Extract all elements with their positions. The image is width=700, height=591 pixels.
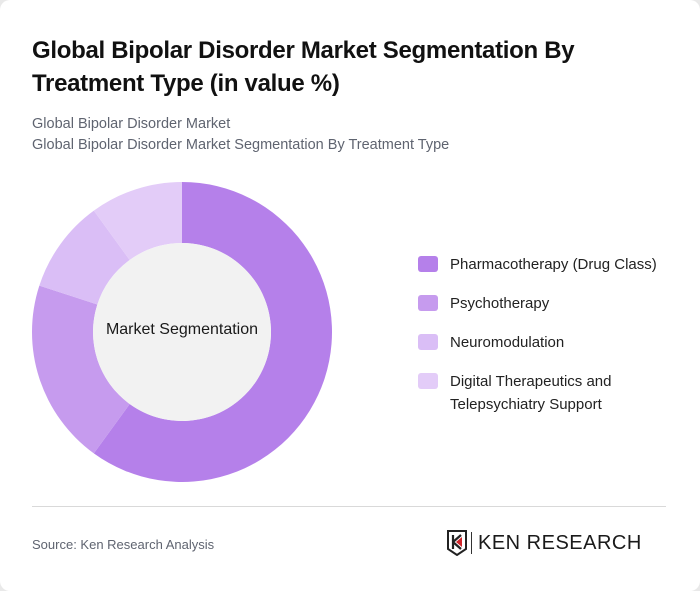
legend-label: Neuromodulation: [450, 334, 565, 351]
subtitle-line-1: Global Bipolar Disorder Market: [32, 116, 231, 132]
legend-label: Pharmacotherapy (Drug Class): [450, 256, 657, 273]
subtitle-line-2: Global Bipolar Disorder Market Segmentat…: [32, 137, 450, 153]
legend-swatch: [418, 334, 438, 350]
donut-slice-3[interactable]: [93, 182, 182, 260]
chart-subtitle: Global Bipolar Disorder Market Global Bi…: [32, 114, 449, 156]
donut-hole: [93, 243, 271, 421]
legend-swatch: [418, 373, 438, 389]
donut-chart: [32, 182, 332, 482]
donut-slice-1[interactable]: [32, 285, 130, 454]
ken-research-logo: KEN RESEARCH: [447, 530, 642, 556]
footer-divider: [32, 506, 666, 507]
legend-swatch: [418, 295, 438, 311]
chart-legend: Pharmacotherapy (Drug Class) Psychothera…: [418, 253, 688, 432]
donut-center-label: Market Segmentation: [105, 321, 259, 338]
legend-label: Digital Therapeutics and Telepsychiatry …: [450, 373, 612, 413]
legend-swatch: [418, 256, 438, 272]
logo-separator: [471, 532, 472, 554]
legend-item-psychotherapy[interactable]: Psychotherapy: [418, 292, 688, 315]
legend-label: Psychotherapy: [450, 295, 550, 312]
ken-shield-icon: [447, 530, 467, 556]
legend-item-neuromodulation[interactable]: Neuromodulation: [418, 331, 688, 354]
donut-slice-2[interactable]: [39, 210, 130, 305]
legend-item-digital-therapeutics[interactable]: Digital Therapeutics and Telepsychiatry …: [418, 370, 688, 416]
logo-text: KEN RESEARCH: [478, 531, 642, 554]
source-note: Source: Ken Research Analysis: [32, 537, 215, 552]
legend-item-pharmacotherapy[interactable]: Pharmacotherapy (Drug Class): [418, 253, 688, 276]
donut-slice-0[interactable]: [93, 182, 332, 482]
chart-title: Global Bipolar Disorder Market Segmentat…: [32, 37, 575, 97]
